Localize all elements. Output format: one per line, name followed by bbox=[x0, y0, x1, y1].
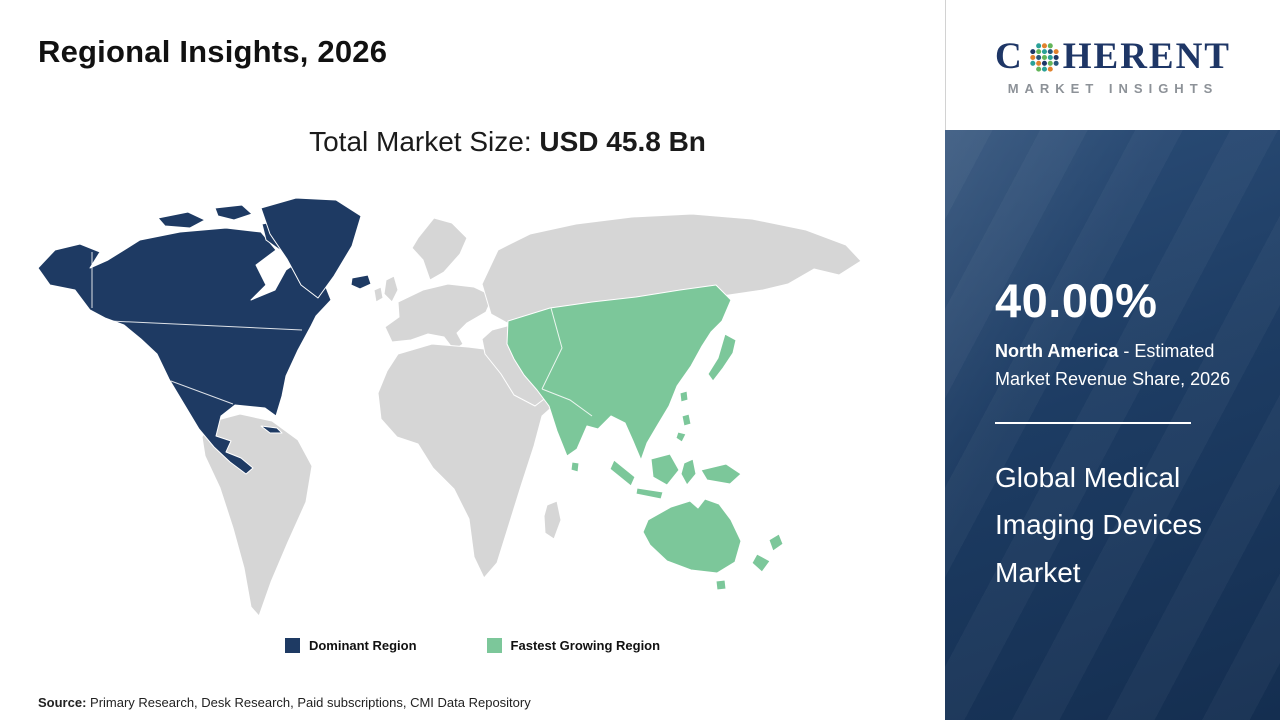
landmass-sulawesi bbox=[680, 458, 697, 486]
landmass-tasmania bbox=[715, 579, 727, 591]
landmass-north-america bbox=[37, 227, 332, 475]
brand-letters-rest: HERENT bbox=[1062, 35, 1231, 77]
page-title: Regional Insights, 2026 bbox=[38, 34, 388, 69]
landmass-philippines-1 bbox=[681, 413, 692, 427]
landmass-europe bbox=[384, 283, 494, 351]
main-panel: Regional Insights, 2026 Total Market Siz… bbox=[0, 34, 945, 710]
landmass-ireland bbox=[373, 286, 384, 303]
brand-wordmark: C HERENT bbox=[995, 35, 1231, 78]
landmass-greenland bbox=[260, 197, 362, 299]
globe-icon bbox=[1030, 42, 1059, 72]
border-usa-mexico bbox=[170, 380, 234, 405]
landmass-scandinavia bbox=[411, 217, 468, 281]
sidebar: C HERENT MARKET INSIGHTS 40.00% North Am… bbox=[945, 0, 1280, 720]
source-text: Primary Research, Desk Research, Paid su… bbox=[86, 695, 531, 710]
world-map bbox=[30, 190, 910, 630]
revenue-share-value: 40.00% bbox=[995, 274, 1158, 327]
landmass-new-guinea bbox=[700, 463, 742, 485]
landmass-britain bbox=[383, 275, 399, 303]
brand-subtitle: MARKET INSIGHTS bbox=[1007, 80, 1219, 96]
landmass-arctic-island-2 bbox=[214, 204, 253, 221]
sidebar-panel: 40.00% North America - Estimated Market … bbox=[945, 130, 1280, 720]
market-name: Global Medical Imaging Devices Market bbox=[995, 461, 1202, 588]
brand-letter-c: C bbox=[995, 35, 1024, 77]
legend: Dominant Region Fastest Growing Region bbox=[0, 638, 945, 653]
legend-swatch-growing bbox=[486, 638, 502, 653]
world-map-svg bbox=[37, 197, 862, 617]
landmass-japan bbox=[707, 333, 737, 382]
landmass-sumatra bbox=[609, 459, 636, 487]
landmass-caribbean bbox=[260, 425, 283, 434]
border-central-asia-china bbox=[541, 307, 563, 390]
revenue-share-desc-text: - Estimated Market Revenue Share, 2026 bbox=[995, 341, 1231, 389]
region-north-america bbox=[37, 197, 372, 475]
revenue-share-description: North America - Estimated Market Revenue… bbox=[995, 338, 1263, 394]
legend-swatch-dominant bbox=[284, 638, 300, 653]
market-size-label: Total Market Size: bbox=[309, 126, 532, 157]
landmass-arctic-island-1 bbox=[157, 211, 206, 229]
country-border-lines bbox=[91, 252, 593, 417]
landmass-iceland bbox=[350, 274, 372, 290]
divider-rule bbox=[995, 421, 1191, 424]
landmass-java bbox=[635, 487, 664, 500]
source-note: Source: Primary Research, Desk Research,… bbox=[38, 695, 531, 710]
landmass-new-zealand-south bbox=[751, 553, 771, 573]
legend-label-dominant: Dominant Region bbox=[308, 638, 417, 653]
landmass-australia bbox=[642, 498, 742, 574]
legend-item-growing: Fastest Growing Region bbox=[486, 638, 661, 653]
brand-logo: C HERENT MARKET INSIGHTS bbox=[945, 0, 1280, 130]
landmass-sri-lanka bbox=[570, 461, 580, 473]
landmass-madagascar bbox=[543, 500, 562, 540]
landmass-south-america bbox=[201, 413, 313, 617]
source-label: Source: bbox=[38, 695, 87, 710]
border-usa-canada bbox=[109, 320, 303, 331]
sidebar-content: 40.00% North America - Estimated Market … bbox=[945, 130, 1280, 597]
landmass-borneo bbox=[650, 453, 680, 486]
region-asia-pacific bbox=[506, 284, 784, 591]
market-size-value: USD 45.8 Bn bbox=[539, 126, 706, 157]
landmass-taiwan bbox=[679, 390, 689, 403]
revenue-share-region: North America bbox=[995, 341, 1119, 361]
border-india-north bbox=[541, 388, 593, 417]
market-size-heading: Total Market Size: USD 45.8 Bn bbox=[0, 126, 945, 158]
landmass-philippines-2 bbox=[675, 431, 687, 443]
legend-label-growing: Fastest Growing Region bbox=[510, 638, 661, 653]
landmass-asia-main bbox=[506, 284, 732, 461]
legend-item-dominant: Dominant Region bbox=[284, 638, 417, 653]
landmass-new-zealand-north bbox=[768, 533, 784, 552]
